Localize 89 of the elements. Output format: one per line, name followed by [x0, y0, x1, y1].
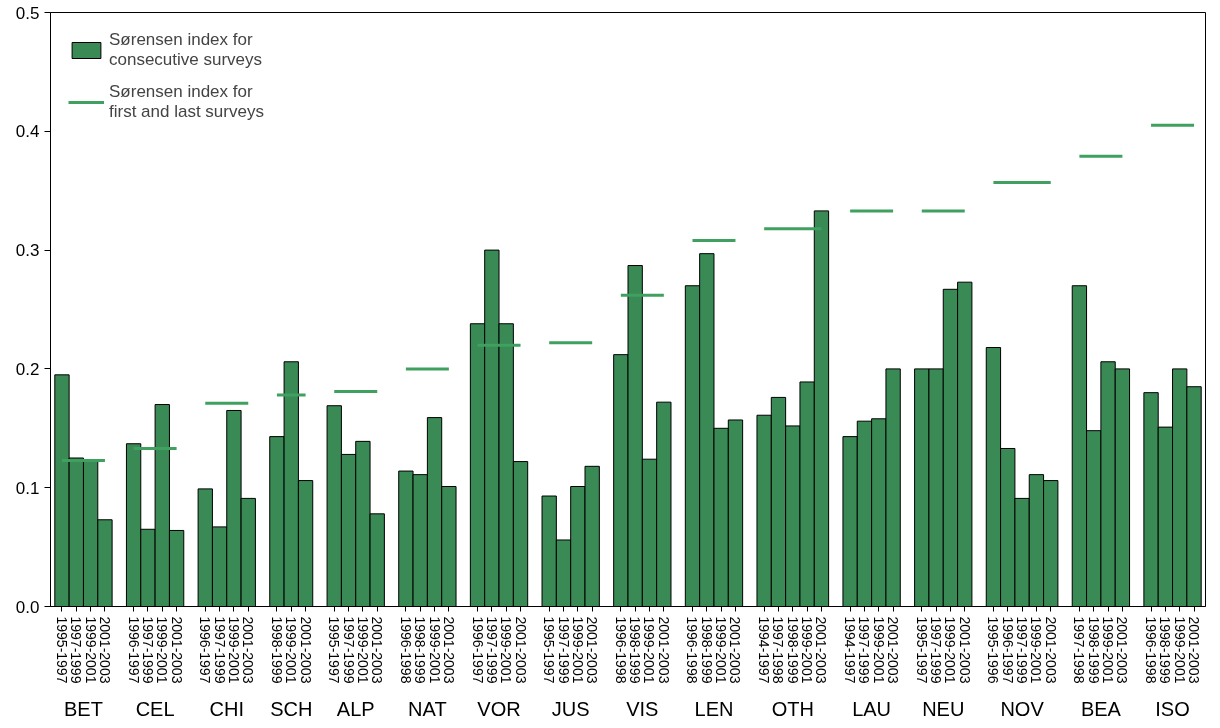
x-tick-label: 1997-1999	[211, 616, 228, 684]
x-tick-label: 1995-1996	[985, 616, 1002, 684]
x-tick-label: 1997-1999	[340, 616, 357, 684]
x-tick-label: 1999-2001	[870, 616, 887, 684]
text: JUS	[551, 697, 590, 720]
x-tick-label: 2001-2003	[584, 616, 601, 684]
x-tick-label: 1994-1997	[842, 616, 859, 684]
x-tick-label: 1995-1997	[53, 616, 70, 684]
x-tick-label: 1998-1999	[784, 616, 801, 684]
x-tick-label: 1996-1998	[684, 616, 701, 684]
x-tick-label: 1999-2001	[799, 616, 816, 684]
text: VOR	[477, 697, 521, 720]
x-tick-label: 1997-1999	[139, 616, 156, 684]
x-tick-label: 1999-2001	[942, 616, 959, 684]
text: ALP	[336, 697, 375, 720]
x-tick-label: 2001-2003	[240, 616, 257, 684]
x-tick-label: 2001-2003	[956, 616, 973, 684]
x-tick-label: 1998-1999	[698, 616, 715, 684]
x-tick-label: 1996-1998	[612, 616, 629, 684]
x-tick-label: 1997-1998	[770, 616, 787, 684]
x-tick-label: 1994-1997	[756, 616, 773, 684]
text: CHI	[209, 697, 244, 720]
text: NOV	[1000, 697, 1045, 720]
x-tick-label: 1999-2001	[154, 616, 171, 684]
x-tick-label: 1999-2001	[354, 616, 371, 684]
x-tick-label: 1996-1998	[1143, 616, 1160, 684]
text: NEU	[922, 697, 965, 720]
text: LEN	[694, 697, 734, 720]
text: LAU	[852, 697, 892, 720]
x-tick-label: 2001-2003	[440, 616, 457, 684]
x-tick-label: 2001-2003	[655, 616, 672, 684]
x-tick-label: 1999-2001	[569, 616, 586, 684]
text: SCH	[270, 697, 313, 720]
x-tick-label: 1996-1997	[999, 616, 1016, 684]
x-tick-label: 2001-2003	[512, 616, 529, 684]
x-tick-label: 1997-1999	[928, 616, 945, 684]
x-tick-label: 1999-2001	[1028, 616, 1045, 684]
x-tick-label: 2001-2003	[885, 616, 902, 684]
y-tick-label: 0.3	[15, 241, 40, 261]
text: OTH	[771, 697, 814, 720]
x-tick-label: 2001-2003	[297, 616, 314, 684]
x-tick-label: 1999-2001	[225, 616, 242, 684]
y-tick-label: 0.0	[15, 597, 40, 617]
x-tick-label: 2001-2003	[727, 616, 744, 684]
x-tick-label: 1998-1999	[1157, 616, 1174, 684]
x-tick-label: 2001-2003	[96, 616, 113, 684]
y-tick-label: 0.1	[15, 478, 40, 498]
x-tick-label: 1999-2001	[713, 616, 730, 684]
x-tick-label: 1997-1999	[68, 616, 85, 684]
x-tick-label: 1995-1997	[326, 616, 343, 684]
x-tick-label: 1996-1997	[197, 616, 214, 684]
x-tick-label: 2001-2003	[813, 616, 830, 684]
x-tick-label: 1996-1997	[469, 616, 486, 684]
y-tick-label: 0.2	[15, 359, 40, 379]
x-tick-label: 1999-2001	[283, 616, 300, 684]
x-tick-label: 1996-1998	[397, 616, 414, 684]
text: VIS	[626, 697, 659, 720]
x-tick-label: 1999-2001	[641, 616, 658, 684]
x-tick-label: 1995-1997	[913, 616, 930, 684]
x-tick-label: 1997-1999	[856, 616, 873, 684]
x-tick-label: 1999-2001	[1171, 616, 1188, 684]
x-tick-label: 1998-1999	[412, 616, 429, 684]
text: NAT	[408, 697, 447, 720]
x-tick-label: 1995-1997	[541, 616, 558, 684]
x-tick-label: 1997-1999	[1014, 616, 1031, 684]
x-tick-label: 1999-2001	[426, 616, 443, 684]
y-tick-label: 0.4	[15, 122, 40, 142]
x-tick-label: 1997-1999	[483, 616, 500, 684]
x-tick-label: 2001-2003	[1042, 616, 1059, 684]
x-tick-label: 2001-2003	[168, 616, 185, 684]
x-tick-label: 2001-2003	[1186, 616, 1203, 684]
x-tick-label: 1996-1997	[125, 616, 142, 684]
x-tick-label: 1999-2001	[498, 616, 515, 684]
x-tick-label: 1997-1998	[1071, 616, 1088, 684]
text: CEL	[135, 697, 175, 720]
legend-label: Sørensen index for consecutive surveys	[109, 30, 263, 70]
x-tick-label: 1998-1999	[268, 616, 285, 684]
x-tick-label: 1998-1999	[1085, 616, 1102, 684]
text: BET	[64, 697, 103, 720]
x-tick-label: 1998-1999	[627, 616, 644, 684]
x-tick-label: 2001-2003	[369, 616, 386, 684]
text: BEA	[1080, 697, 1122, 720]
text: ISO	[1155, 697, 1190, 720]
y-tick-label: 0.5	[15, 3, 40, 23]
x-tick-label: 1999-2001	[1100, 616, 1117, 684]
x-tick-label: 2001-2003	[1114, 616, 1131, 684]
legend-label: Sørensen index for first and last surveys	[109, 82, 264, 122]
x-tick-label: 1999-2001	[82, 616, 99, 684]
x-tick-label: 1997-1999	[555, 616, 572, 684]
